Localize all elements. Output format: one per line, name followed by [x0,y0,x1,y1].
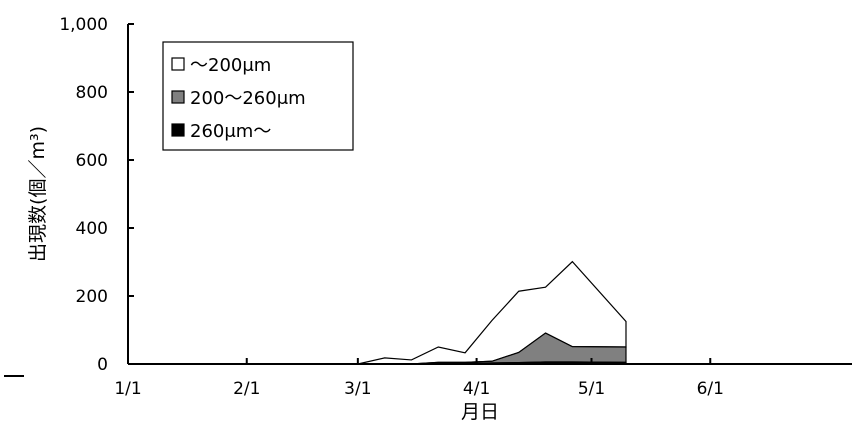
x-tick-label: 5/1 [578,379,605,399]
axis-titles: 月日 出現数(個／m³) [27,126,499,423]
y-axis-title: 出現数(個／m³) [27,126,49,262]
legend: 〜200μm 200〜260μm 260μm〜 [162,41,354,151]
x-tick-label: 6/1 [697,379,724,399]
x-tick-label: 4/1 [463,379,490,399]
x-axis: 1/1 2/1 3/1 4/1 5/1 6/1 [4,358,852,399]
y-tick-label: 600 [76,151,108,171]
plot-area [334,260,627,365]
x-tick-label: 3/1 [344,379,371,399]
y-tick-label: 800 [76,83,108,103]
y-tick-label: 0 [97,355,108,375]
legend-box [162,41,354,151]
x-tick-label: 2/1 [233,379,260,399]
x-tick-label: 1/1 [114,379,141,399]
y-axis: 0 200 400 600 800 1,000 [59,15,134,375]
legend-swatch [171,123,185,137]
legend-label: 260μm〜 [190,121,271,142]
y-tick-label: 200 [76,287,108,307]
y-tick-label: 1,000 [59,15,108,35]
x-axis-title: 月日 [461,401,499,423]
y-tick-label: 400 [76,219,108,239]
legend-label: 〜200μm [190,55,271,76]
legend-swatch [171,57,185,71]
legend-label: 200〜260μm [190,88,306,109]
legend-swatch [171,90,185,104]
